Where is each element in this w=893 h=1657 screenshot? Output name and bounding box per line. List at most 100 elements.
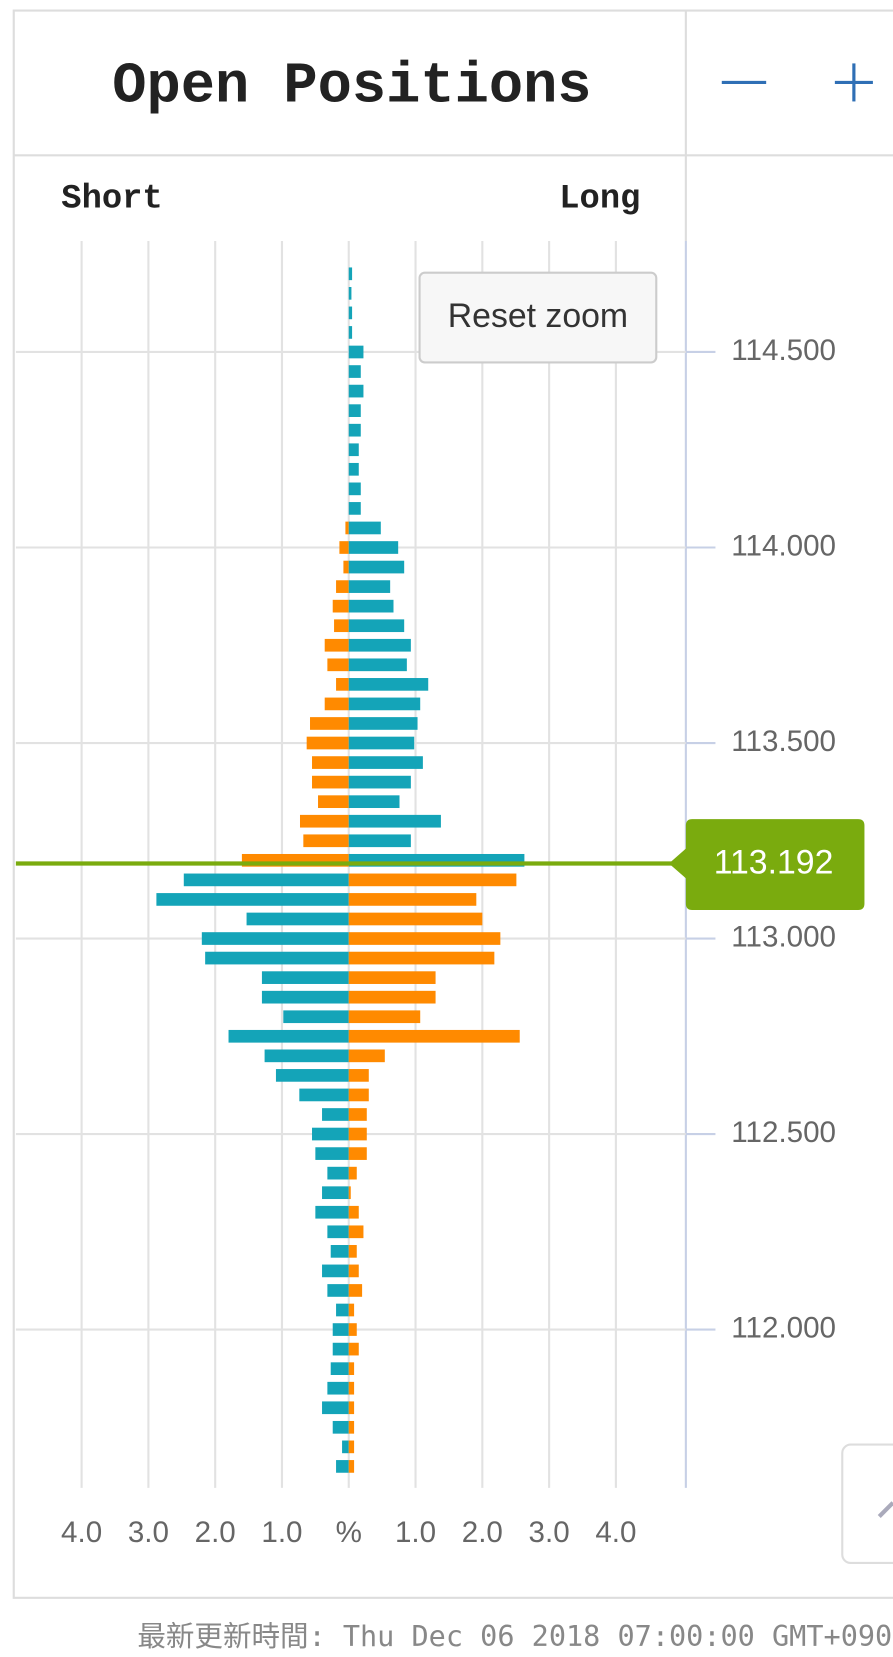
bar <box>332 1420 349 1434</box>
bar <box>348 1362 355 1375</box>
footer: 最新更新時間: Thu Dec 06 2018 07:00:00 GMT+090 <box>137 1620 892 1653</box>
bars <box>156 267 525 1473</box>
bar <box>348 1245 357 1258</box>
bar <box>348 1166 357 1180</box>
bar <box>342 1440 349 1454</box>
bar <box>348 1088 369 1102</box>
x-tick-label: 1.0 <box>261 1516 302 1549</box>
bar <box>348 1010 421 1024</box>
current-price-badge <box>668 819 865 910</box>
bar <box>348 560 405 574</box>
bar <box>348 267 353 281</box>
bar <box>312 775 349 789</box>
bar <box>348 1440 355 1454</box>
bar <box>348 1147 367 1160</box>
bar <box>332 1323 349 1336</box>
bar <box>348 873 517 887</box>
side-widget[interactable] <box>841 1443 893 1565</box>
bar <box>348 599 394 613</box>
y-tick-label: 112.000 <box>731 1311 836 1344</box>
bar <box>348 1342 359 1356</box>
bar <box>348 736 415 750</box>
bar <box>315 1147 349 1160</box>
bar <box>332 1342 349 1356</box>
bar <box>205 951 349 965</box>
bar <box>348 482 361 496</box>
bar <box>327 1225 349 1239</box>
bar <box>348 306 353 320</box>
bar <box>336 580 349 593</box>
y-tick-label: 112.500 <box>731 1116 836 1149</box>
bar <box>348 658 407 672</box>
bar <box>348 462 359 476</box>
button-label: Reset zoom <box>448 297 628 335</box>
bar <box>324 638 349 652</box>
bar <box>348 971 436 984</box>
bar <box>348 502 361 515</box>
bar <box>348 678 429 691</box>
bar <box>348 326 353 339</box>
bar <box>348 541 399 554</box>
bar <box>318 795 349 809</box>
bar <box>299 1088 349 1102</box>
bar <box>322 1401 349 1415</box>
bar <box>348 756 423 769</box>
side-widget-icon <box>877 1501 893 1518</box>
bar <box>348 1049 385 1063</box>
short-label: Short <box>61 181 162 219</box>
bar <box>343 560 349 574</box>
bar <box>348 619 405 633</box>
bar <box>322 1264 349 1278</box>
bar <box>348 990 436 1004</box>
bar <box>322 1108 349 1121</box>
bar <box>348 1264 359 1278</box>
x-tick-label: 1.0 <box>395 1516 436 1549</box>
bar <box>348 834 411 848</box>
bar <box>348 1127 367 1141</box>
bar <box>283 1010 349 1024</box>
bar <box>348 1323 357 1336</box>
bar <box>348 932 501 945</box>
bar <box>348 893 477 906</box>
zoom-in-button[interactable] <box>834 63 873 102</box>
bar <box>315 1205 349 1219</box>
bar <box>348 717 418 730</box>
bar <box>348 1069 369 1082</box>
current-price-label: 113.192 <box>714 843 834 881</box>
y-tick-label: 113.000 <box>731 920 836 953</box>
bar <box>312 756 349 769</box>
y-tick-label: 114.500 <box>731 334 836 367</box>
bar <box>348 1420 355 1434</box>
y-tick-label: 113.500 <box>731 725 836 758</box>
bar <box>348 1029 520 1043</box>
bar <box>348 775 411 789</box>
bar <box>299 814 349 828</box>
bar <box>310 717 349 730</box>
bar <box>336 1460 349 1473</box>
bar <box>330 1245 349 1258</box>
bar <box>348 1205 359 1219</box>
x-tick-label: 2.0 <box>195 1516 236 1549</box>
bar <box>322 1186 349 1200</box>
overlay: % 1.0 1.0 2.0 2.0 3.0 3.0 4.0 4.0 112.000 112.500 1… <box>15 334 865 1549</box>
bar <box>348 1460 355 1473</box>
button-box <box>418 271 658 364</box>
bar <box>348 1284 363 1297</box>
bar <box>228 1029 349 1043</box>
x-tick-label: 2.0 <box>462 1516 503 1549</box>
reset-zoom-button[interactable]: Reset zoom <box>418 271 658 364</box>
bar <box>324 697 349 711</box>
bar <box>348 521 381 535</box>
frame <box>12 9 893 1599</box>
bar <box>348 423 361 437</box>
bar <box>348 814 441 828</box>
bar <box>348 443 359 457</box>
bar <box>348 1381 355 1395</box>
bar <box>264 1049 349 1063</box>
bar <box>348 795 400 809</box>
x-tick-label: 3.0 <box>128 1516 169 1549</box>
bar <box>348 345 364 359</box>
x-tick-label: 4.0 <box>61 1516 102 1549</box>
